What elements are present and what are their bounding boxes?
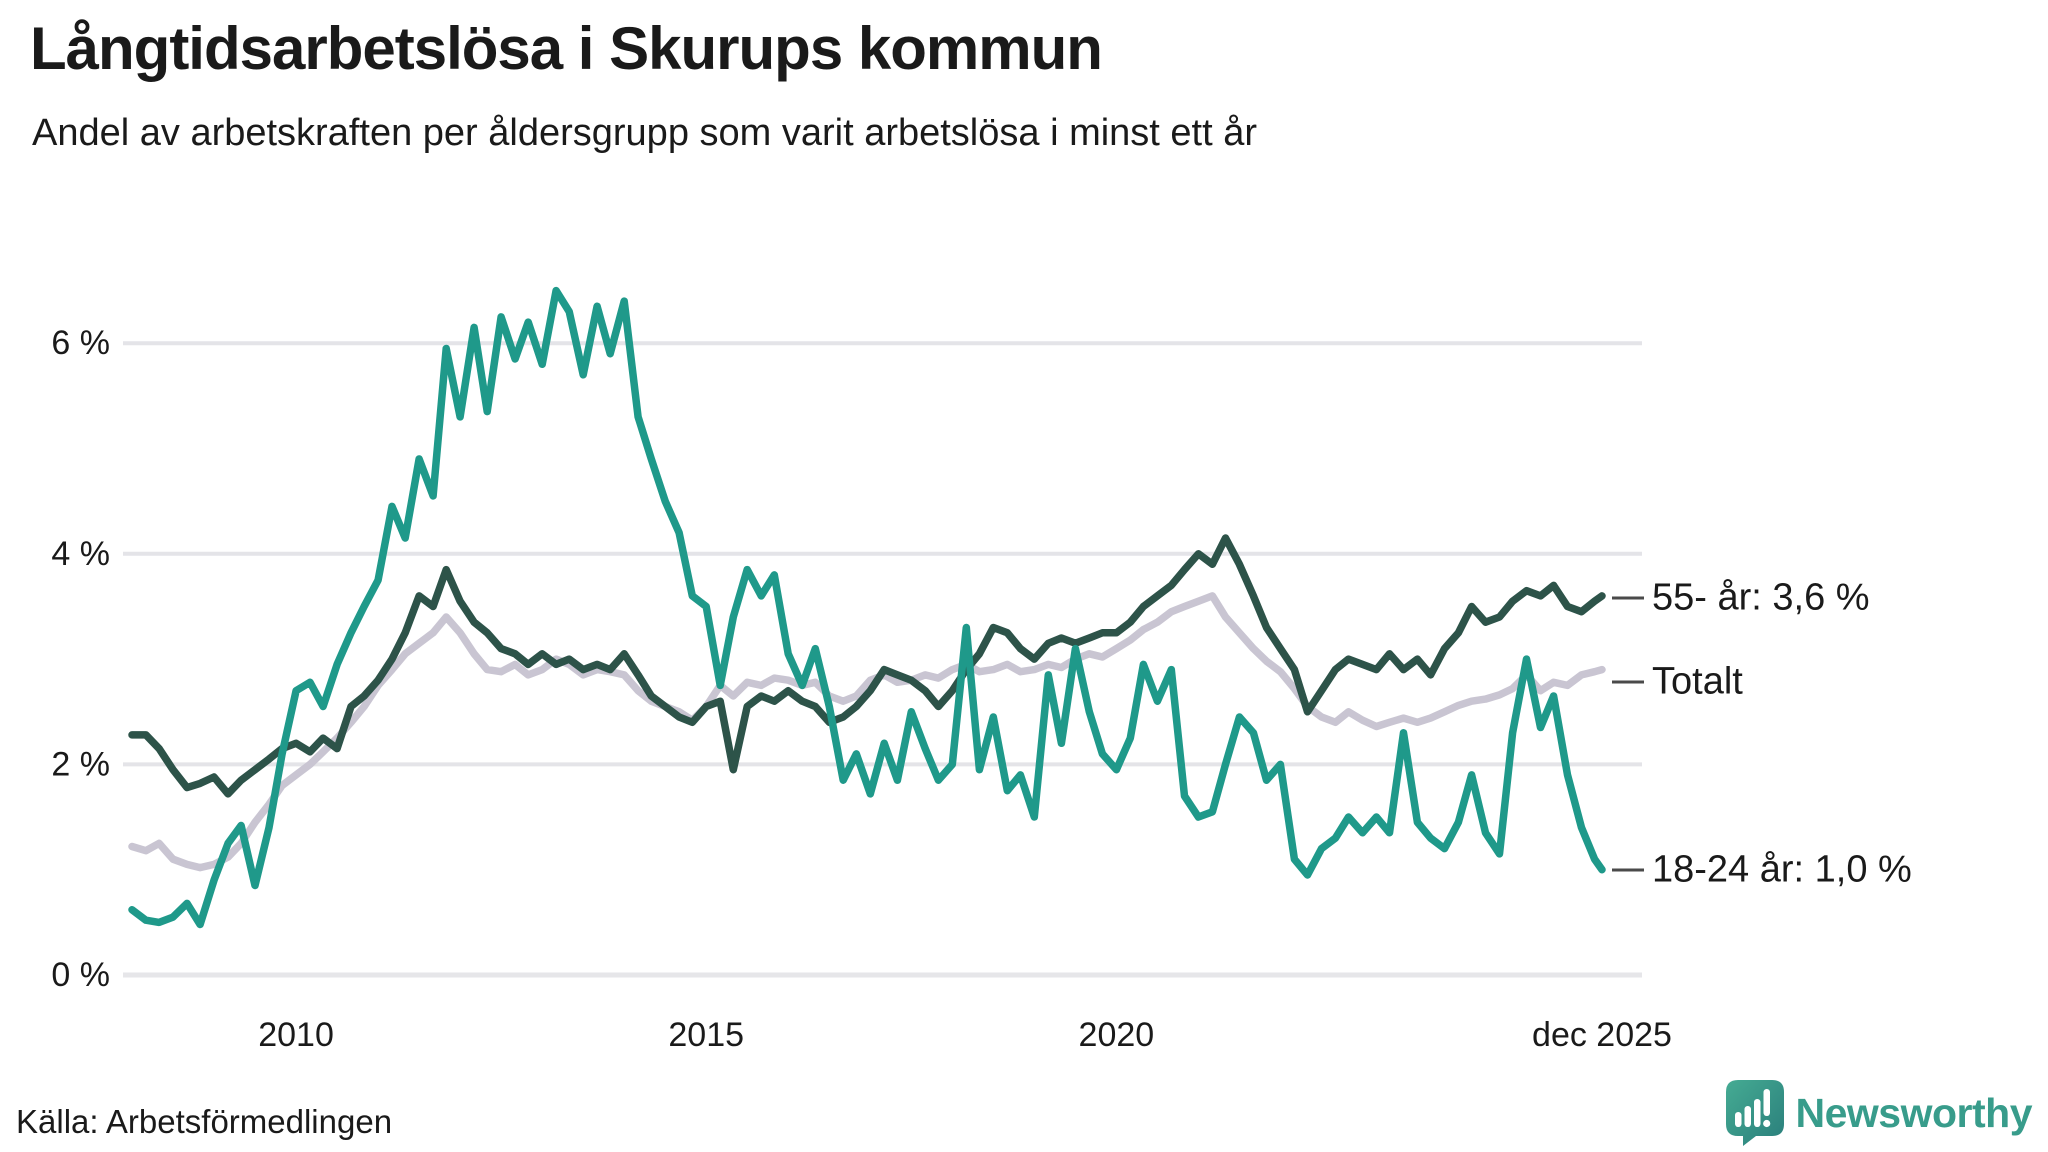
newsworthy-logo: Newsworthy <box>1725 1080 2033 1146</box>
end-label-totalt: Totalt <box>1652 660 1743 703</box>
series-line-18-24 år <box>128 286 1606 929</box>
y-tick-label: 6 % <box>51 324 110 362</box>
y-tick-label: 4 % <box>51 535 110 573</box>
end-label-55-plus: 55- år: 3,6 % <box>1652 576 1870 619</box>
y-tick-label: 0 % <box>51 956 110 994</box>
end-label-18-24: 18-24 år: 1,0 % <box>1652 848 1912 891</box>
gridlines <box>123 341 1642 978</box>
newsworthy-wordmark: Newsworthy <box>1795 1089 2033 1136</box>
series-line-55- år <box>128 534 1606 798</box>
x-axis-tick-labels: 2010 2015 2020 dec 2025 <box>258 1016 1672 1054</box>
source-note: Källa: Arbetsförmedlingen <box>16 1103 393 1140</box>
x-tick-label: 2020 <box>1079 1016 1155 1054</box>
newsworthy-bubble-chart-icon <box>1725 1080 1784 1146</box>
chart-subtitle: Andel av arbetskraften per åldersgrupp s… <box>32 112 1258 154</box>
page-title: Långtidsarbetslösa i Skurups kommun <box>30 15 1103 82</box>
y-tick-label: 2 % <box>51 745 110 783</box>
label-connector-18-24 <box>1612 868 1644 872</box>
y-axis-tick-labels: 0 % 2 % 4 % 6 % <box>51 324 110 994</box>
x-tick-label: 2015 <box>668 1016 744 1054</box>
label-connector-totalt <box>1612 680 1644 684</box>
x-tick-label: 2010 <box>258 1016 334 1054</box>
x-tick-label: dec 2025 <box>1532 1016 1672 1054</box>
label-connector-55 <box>1612 596 1644 600</box>
